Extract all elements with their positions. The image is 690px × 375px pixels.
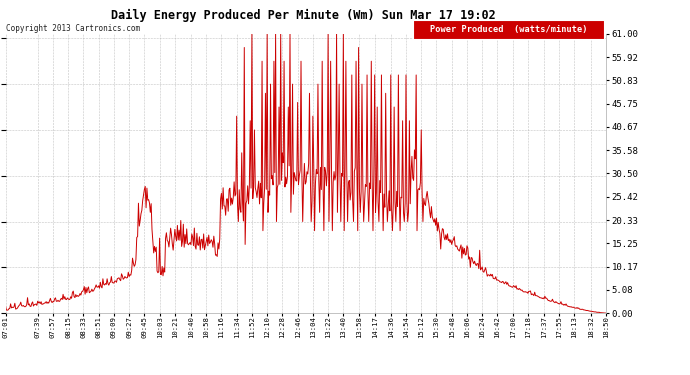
Text: Power Produced  (watts/minute): Power Produced (watts/minute) xyxy=(430,25,587,34)
Text: Daily Energy Produced Per Minute (Wm) Sun Mar 17 19:02: Daily Energy Produced Per Minute (Wm) Su… xyxy=(111,9,496,22)
Text: Copyright 2013 Cartronics.com: Copyright 2013 Cartronics.com xyxy=(6,24,139,33)
